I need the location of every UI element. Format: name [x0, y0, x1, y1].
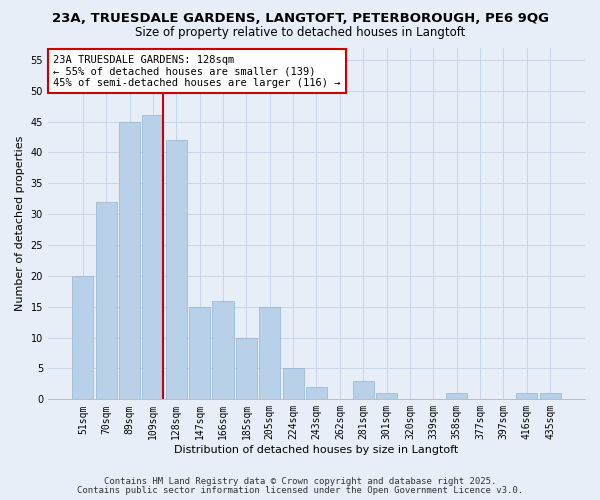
Bar [189, 306, 210, 400]
Bar [119, 122, 140, 400]
Bar [516, 393, 537, 400]
Bar [376, 393, 397, 400]
Bar [73, 276, 94, 400]
Bar [236, 338, 257, 400]
Text: Contains HM Land Registry data © Crown copyright and database right 2025.: Contains HM Land Registry data © Crown c… [104, 477, 496, 486]
Bar [306, 387, 327, 400]
Text: 23A TRUESDALE GARDENS: 128sqm
← 55% of detached houses are smaller (139)
45% of : 23A TRUESDALE GARDENS: 128sqm ← 55% of d… [53, 54, 341, 88]
Bar [166, 140, 187, 400]
Y-axis label: Number of detached properties: Number of detached properties [15, 136, 25, 311]
X-axis label: Distribution of detached houses by size in Langtoft: Distribution of detached houses by size … [175, 445, 458, 455]
Bar [142, 116, 163, 400]
Bar [212, 300, 233, 400]
Bar [353, 381, 374, 400]
Bar [259, 306, 280, 400]
Bar [539, 393, 560, 400]
Text: Contains public sector information licensed under the Open Government Licence v3: Contains public sector information licen… [77, 486, 523, 495]
Bar [446, 393, 467, 400]
Text: 23A, TRUESDALE GARDENS, LANGTOFT, PETERBOROUGH, PE6 9QG: 23A, TRUESDALE GARDENS, LANGTOFT, PETERB… [52, 12, 548, 26]
Text: Size of property relative to detached houses in Langtoft: Size of property relative to detached ho… [135, 26, 465, 39]
Bar [283, 368, 304, 400]
Bar [95, 202, 117, 400]
